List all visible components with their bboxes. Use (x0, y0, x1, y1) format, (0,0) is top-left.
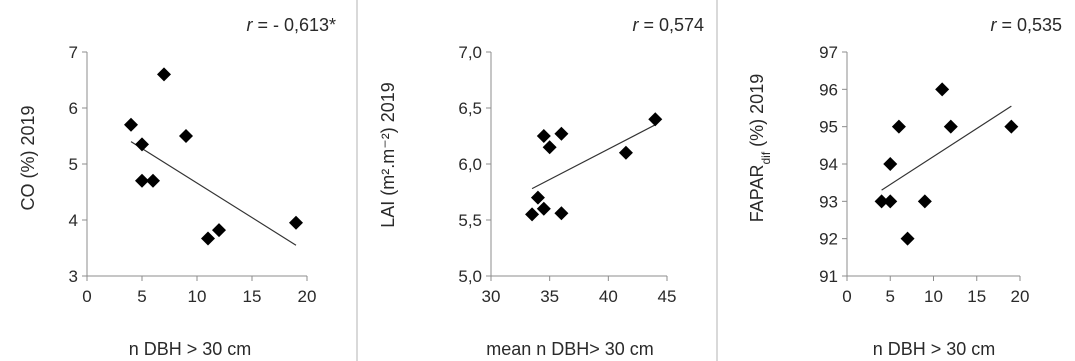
y-tick-label: 6,0 (458, 155, 482, 174)
r-symbol: r (990, 15, 997, 35)
data-point (554, 206, 569, 221)
data-point (179, 129, 193, 143)
y-tick-label: 94 (819, 155, 838, 174)
data-point (883, 194, 898, 209)
r-symbol: r (246, 15, 253, 35)
y-tick-label: 5,0 (458, 267, 482, 286)
data-point (536, 201, 551, 216)
data-point (943, 119, 958, 134)
y-tick-label: 3 (69, 267, 78, 286)
y-axis-label-subscript: dif (759, 151, 773, 164)
data-point (874, 194, 889, 209)
y-axis-label: FAPARdif (%) 2019 (747, 74, 773, 222)
x-tick-label: 15 (243, 287, 262, 306)
data-point (146, 173, 160, 188)
chart-panel-fapar: r = 0,535 n DBH > 30 cm FAPARdif (%) 201… (718, 0, 1075, 361)
data-point (135, 173, 149, 188)
r-value-text: = 0,574 (638, 15, 704, 35)
data-point (618, 145, 633, 160)
y-axis-label: LAI (m².m⁻²) 2019 (378, 82, 398, 228)
data-point (536, 129, 551, 143)
y-tick-label: 97 (819, 43, 838, 62)
data-point (201, 231, 215, 246)
data-point (124, 117, 138, 132)
x-tick-label: 5 (886, 287, 895, 306)
data-point (935, 82, 950, 97)
data-point (554, 126, 569, 141)
plot-area: 91 92 93 94 95 96 97 0 5 10 15 20 (819, 43, 1029, 306)
y-tick-label: 95 (819, 118, 838, 137)
x-tick-label: 45 (658, 287, 677, 306)
trend-line (531, 124, 656, 190)
trend-line (130, 141, 297, 246)
y-axis-label: CO (%) 2019 (18, 105, 38, 210)
r-value-text: = - 0,613* (252, 15, 336, 35)
y-tick-label: 91 (819, 267, 838, 286)
x-tick-label: 10 (924, 287, 943, 306)
data-point (1004, 119, 1019, 134)
data-point (212, 223, 226, 238)
y-tick-label: 5 (69, 155, 78, 174)
data-point (530, 190, 545, 205)
scatter-chart-fapar: r = 0,535 n DBH > 30 cm FAPARdif (%) 201… (747, 15, 1062, 359)
scatter-chart-lai: r = 0,574 mean n DBH> 30 cm LAI (m².m⁻²)… (378, 15, 704, 359)
y-tick-label: 92 (819, 230, 838, 249)
data-point (157, 67, 171, 82)
x-axis-label: n DBH > 30 cm (129, 339, 252, 359)
x-axis-label: n DBH > 30 cm (873, 339, 996, 359)
scatter-chart-co: r = - 0,613* n DBH > 30 cm CO (%) 2019 3… (18, 15, 336, 359)
data-point (883, 157, 898, 171)
x-tick-label: 20 (298, 287, 317, 306)
panel-divider (356, 0, 358, 361)
y-tick-label: 6 (69, 99, 78, 118)
r-symbol: r (632, 15, 639, 35)
r-value: r = 0,574 (632, 15, 704, 35)
plot-area: 5,0 5,5 6,0 6,5 7,0 30 35 40 45 (458, 43, 676, 306)
x-tick-label: 10 (188, 287, 207, 306)
trend-line (881, 105, 1012, 191)
data-point (891, 119, 906, 134)
data-point (900, 231, 915, 246)
y-axis-label-rest: (%) 2019 (747, 74, 767, 152)
x-tick-label: 5 (137, 287, 146, 306)
data-point (648, 112, 663, 127)
y-tick-label: 4 (69, 211, 78, 230)
plot-area: 3 4 5 6 7 0 5 10 15 20 (69, 43, 317, 306)
r-value: r = - 0,613* (246, 15, 336, 35)
x-tick-label: 35 (540, 287, 559, 306)
data-point (525, 207, 540, 222)
x-tick-label: 20 (1011, 287, 1030, 306)
y-tick-label: 93 (819, 192, 838, 211)
x-axis-label: mean n DBH> 30 cm (486, 339, 654, 359)
y-tick-label: 7 (69, 43, 78, 62)
x-tick-label: 0 (82, 287, 91, 306)
x-tick-label: 15 (967, 287, 986, 306)
x-tick-label: 0 (842, 287, 851, 306)
chart-panel-lai: r = 0,574 mean n DBH> 30 cm LAI (m².m⁻²)… (358, 0, 715, 361)
y-tick-label: 96 (819, 80, 838, 99)
y-axis-label-main: FAPAR (747, 165, 767, 223)
data-point (135, 137, 149, 152)
data-point (542, 140, 557, 155)
chart-panel-co: r = - 0,613* n DBH > 30 cm CO (%) 2019 3… (0, 0, 355, 361)
r-value-text: = 0,535 (996, 15, 1062, 35)
y-tick-label: 5,5 (458, 211, 482, 230)
panel-divider (716, 0, 718, 361)
x-tick-label: 40 (599, 287, 618, 306)
y-tick-label: 6,5 (458, 99, 482, 118)
x-tick-label: 30 (482, 287, 501, 306)
data-point (917, 194, 932, 209)
y-tick-label: 7,0 (458, 43, 482, 62)
data-point (289, 215, 303, 230)
r-value: r = 0,535 (990, 15, 1062, 35)
